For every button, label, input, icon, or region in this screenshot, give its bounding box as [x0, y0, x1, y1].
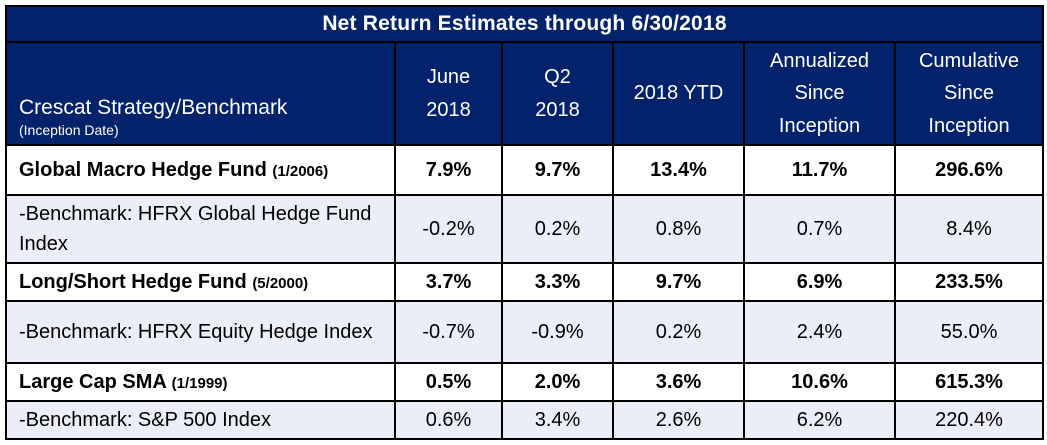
value-cell: 0.5%: [394, 362, 503, 403]
value-cell: 8.4%: [893, 194, 1045, 265]
value-cell: 220.4%: [893, 400, 1045, 441]
value-cell: 0.7%: [743, 194, 896, 265]
column-header-cumulative-since-inception: Cumulative Since Inception: [893, 40, 1045, 147]
table-row-long-short: Long/Short Hedge Fund (5/2000) 3.7% 3.3%…: [5, 262, 1045, 303]
inception-date: (5/2000): [252, 275, 309, 293]
value-cell: 6.2%: [743, 400, 896, 441]
strategy-name-cell: Long/Short Hedge Fund (5/2000): [5, 262, 396, 303]
value-cell: 6.9%: [743, 262, 896, 303]
inception-date-sublabel: (Inception Date): [19, 122, 119, 139]
value-cell: 3.4%: [501, 400, 614, 441]
table-row-sp500-benchmark: -Benchmark: S&P 500 Index 0.6% 3.4% 2.6%…: [5, 400, 1045, 441]
strategy-name-cell: Global Macro Hedge Fund (1/2006): [5, 144, 396, 197]
inception-date: (1/1999): [171, 375, 228, 393]
benchmark-name-cell: -Benchmark: HFRX Global Hedge Fund Index: [5, 194, 396, 265]
value-cell: 615.3%: [893, 362, 1045, 403]
value-cell: 7.9%: [394, 144, 503, 197]
value-cell: -0.2%: [394, 194, 503, 265]
value-cell: 0.2%: [612, 300, 745, 365]
table-row-hfrx-equity-benchmark: -Benchmark: HFRX Equity Hedge Index -0.7…: [5, 300, 1045, 365]
value-cell: 2.4%: [743, 300, 896, 365]
strategy-name: Long/Short Hedge Fund: [19, 271, 247, 294]
value-cell: 3.6%: [612, 362, 745, 403]
column-header-q2-2018: Q2 2018: [501, 40, 614, 147]
value-cell: 11.7%: [743, 144, 896, 197]
column-header-annualized-since-inception: Annualized Since Inception: [743, 40, 896, 147]
value-cell: 9.7%: [612, 262, 745, 303]
table-title: Net Return Estimates through 6/30/2018: [4, 5, 1045, 43]
table-row-large-cap-sma: Large Cap SMA (1/1999) 0.5% 2.0% 3.6% 10…: [5, 362, 1045, 403]
strategy-name: Large Cap SMA: [19, 371, 167, 394]
value-cell: 233.5%: [893, 262, 1045, 303]
column-header-strategy: Crescat Strategy/Benchmark (Inception Da…: [5, 40, 396, 147]
strategy-name: Global Macro Hedge Fund: [19, 159, 267, 182]
strategy-header-label: Crescat Strategy/Benchmark: [19, 95, 288, 119]
value-cell: 0.8%: [612, 194, 745, 265]
inception-date: (1/2006): [272, 163, 329, 181]
benchmark-name-cell: -Benchmark: S&P 500 Index: [5, 400, 396, 441]
benchmark-name-cell: -Benchmark: HFRX Equity Hedge Index: [5, 300, 396, 365]
table-row-hfrx-global-benchmark: -Benchmark: HFRX Global Hedge Fund Index…: [5, 194, 1045, 265]
value-cell: 296.6%: [893, 144, 1045, 197]
strategy-name-cell: Large Cap SMA (1/1999): [5, 362, 396, 403]
title-row: Net Return Estimates through 6/30/2018: [4, 5, 1045, 43]
column-header-2018-ytd: 2018 YTD: [612, 40, 745, 147]
value-cell: -0.9%: [501, 300, 614, 365]
column-header-june-2018: June 2018: [394, 40, 503, 147]
value-cell: 2.0%: [501, 362, 614, 403]
net-returns-table: Net Return Estimates through 6/30/2018 C…: [4, 5, 1045, 441]
value-cell: 13.4%: [612, 144, 745, 197]
value-cell: -0.7%: [394, 300, 503, 365]
value-cell: 9.7%: [501, 144, 614, 197]
value-cell: 0.6%: [394, 400, 503, 441]
value-cell: 3.3%: [501, 262, 614, 303]
table-row-global-macro: Global Macro Hedge Fund (1/2006) 7.9% 9.…: [5, 144, 1045, 197]
value-cell: 55.0%: [893, 300, 1045, 365]
value-cell: 2.6%: [612, 400, 745, 441]
value-cell: 0.2%: [501, 194, 614, 265]
value-cell: 3.7%: [394, 262, 503, 303]
value-cell: 10.6%: [743, 362, 896, 403]
column-header-row: Crescat Strategy/Benchmark (Inception Da…: [5, 40, 1045, 147]
